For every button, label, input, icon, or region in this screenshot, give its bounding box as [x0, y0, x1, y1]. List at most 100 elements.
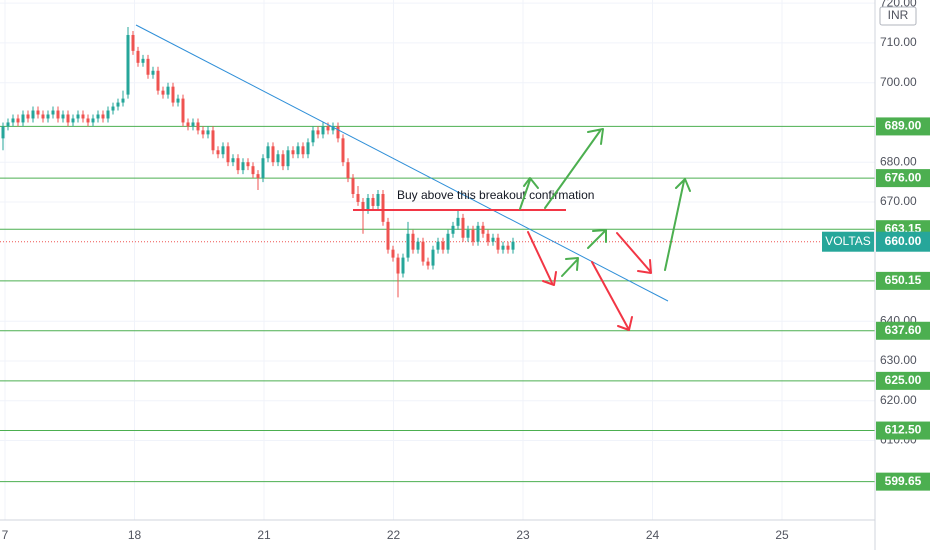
candle-body: [456, 217, 460, 226]
candle-body: [251, 166, 255, 175]
candle-body: [186, 122, 190, 127]
symbol-tag: [822, 231, 874, 252]
currency: INR: [888, 8, 909, 22]
arrow-up: [561, 257, 579, 277]
candle-body: [496, 237, 500, 250]
candle-body: [366, 197, 370, 210]
candle-body: [136, 50, 140, 63]
arrow-up: [519, 177, 539, 210]
x-tick-label: 24: [646, 528, 660, 542]
candle-body: [321, 126, 325, 135]
candle-body: [506, 245, 510, 250]
candle-body: [466, 229, 470, 238]
candle-body: [406, 233, 410, 258]
candle-body: [156, 70, 160, 91]
candle-body: [56, 110, 60, 119]
candle-body: [446, 233, 450, 250]
candle-body: [211, 130, 215, 151]
candle-body: [31, 110, 35, 119]
candle-body: [301, 146, 305, 155]
candle-body: [231, 158, 235, 163]
level-tag: [876, 421, 930, 440]
y-tick-label: 710.00: [880, 35, 917, 49]
candle-body: [361, 201, 365, 210]
annotation: Buy above this breakout confirmation: [397, 188, 594, 202]
level-label: 637.60: [885, 323, 922, 337]
y-tick-label: 620.00: [880, 393, 917, 407]
candle-body: [486, 233, 490, 242]
candle-body: [471, 229, 475, 242]
level-tag: [876, 169, 930, 188]
candle-body: [196, 122, 200, 131]
candle-body: [46, 114, 50, 119]
candle-body: [16, 118, 20, 123]
candle-body: [26, 114, 30, 119]
currency-box: [879, 6, 917, 26]
candle-body: [201, 130, 205, 135]
candle-body: [226, 146, 230, 163]
candle-body: [161, 90, 165, 95]
level-tag: [876, 472, 930, 491]
candle-body: [256, 174, 260, 179]
candle-body: [296, 146, 300, 155]
candle-body: [316, 130, 320, 135]
candle-body: [71, 118, 75, 123]
candle-body: [181, 98, 185, 123]
candle-body: [151, 70, 155, 75]
last-price-label: 660.00: [885, 234, 922, 248]
candle-body: [101, 114, 105, 119]
trend-line: [135, 24, 669, 302]
level-tag: [876, 117, 930, 136]
candle-body: [286, 150, 290, 167]
candle-body: [381, 194, 385, 222]
candle-body: [61, 114, 65, 119]
candle-body: [326, 126, 330, 131]
candle-body: [216, 150, 220, 155]
candle-body: [336, 126, 340, 139]
candle-body: [341, 138, 345, 163]
candle-body: [291, 150, 295, 155]
candle-body: [371, 197, 375, 206]
y-tick-label: 700.00: [880, 75, 917, 89]
candle-body: [261, 158, 265, 179]
candle-body: [21, 114, 25, 123]
candle-body: [51, 110, 55, 115]
candle-body: [436, 241, 440, 250]
x-tick-label: 23: [516, 528, 530, 542]
candle-body: [481, 225, 485, 234]
candle-body: [306, 142, 310, 155]
candle-body: [41, 114, 45, 119]
candle-body: [401, 257, 405, 274]
candle-body: [36, 110, 40, 115]
candle-body: [121, 98, 125, 103]
x-tick-label: 21: [257, 528, 271, 542]
level-label: 650.15: [885, 273, 922, 287]
candle-body: [351, 178, 355, 195]
candle-body: [356, 194, 360, 202]
level-label: 689.00: [885, 119, 922, 133]
candle-body: [451, 225, 455, 234]
arrow-down: [527, 231, 557, 286]
arrow-down: [591, 261, 633, 331]
arrows: [519, 128, 691, 331]
candle-body: [376, 194, 380, 206]
arrow-down: [616, 232, 652, 274]
candle-body: [91, 118, 95, 123]
candle-body: [191, 122, 195, 127]
x-tick-label: 18: [128, 528, 142, 542]
candle-body: [476, 225, 480, 242]
last-price-tag: [876, 231, 930, 252]
candle-body: [176, 98, 180, 103]
candle-body: [426, 261, 430, 266]
y-tick-label: 630.00: [880, 353, 917, 367]
candle-body: [221, 146, 225, 155]
candle-body: [146, 58, 150, 75]
candle-body: [276, 154, 280, 163]
candle-body: [391, 249, 395, 258]
x-tick-label: 25: [775, 528, 789, 542]
arrow-up: [544, 128, 604, 209]
candle-body: [166, 86, 170, 95]
candle-body: [416, 241, 420, 250]
